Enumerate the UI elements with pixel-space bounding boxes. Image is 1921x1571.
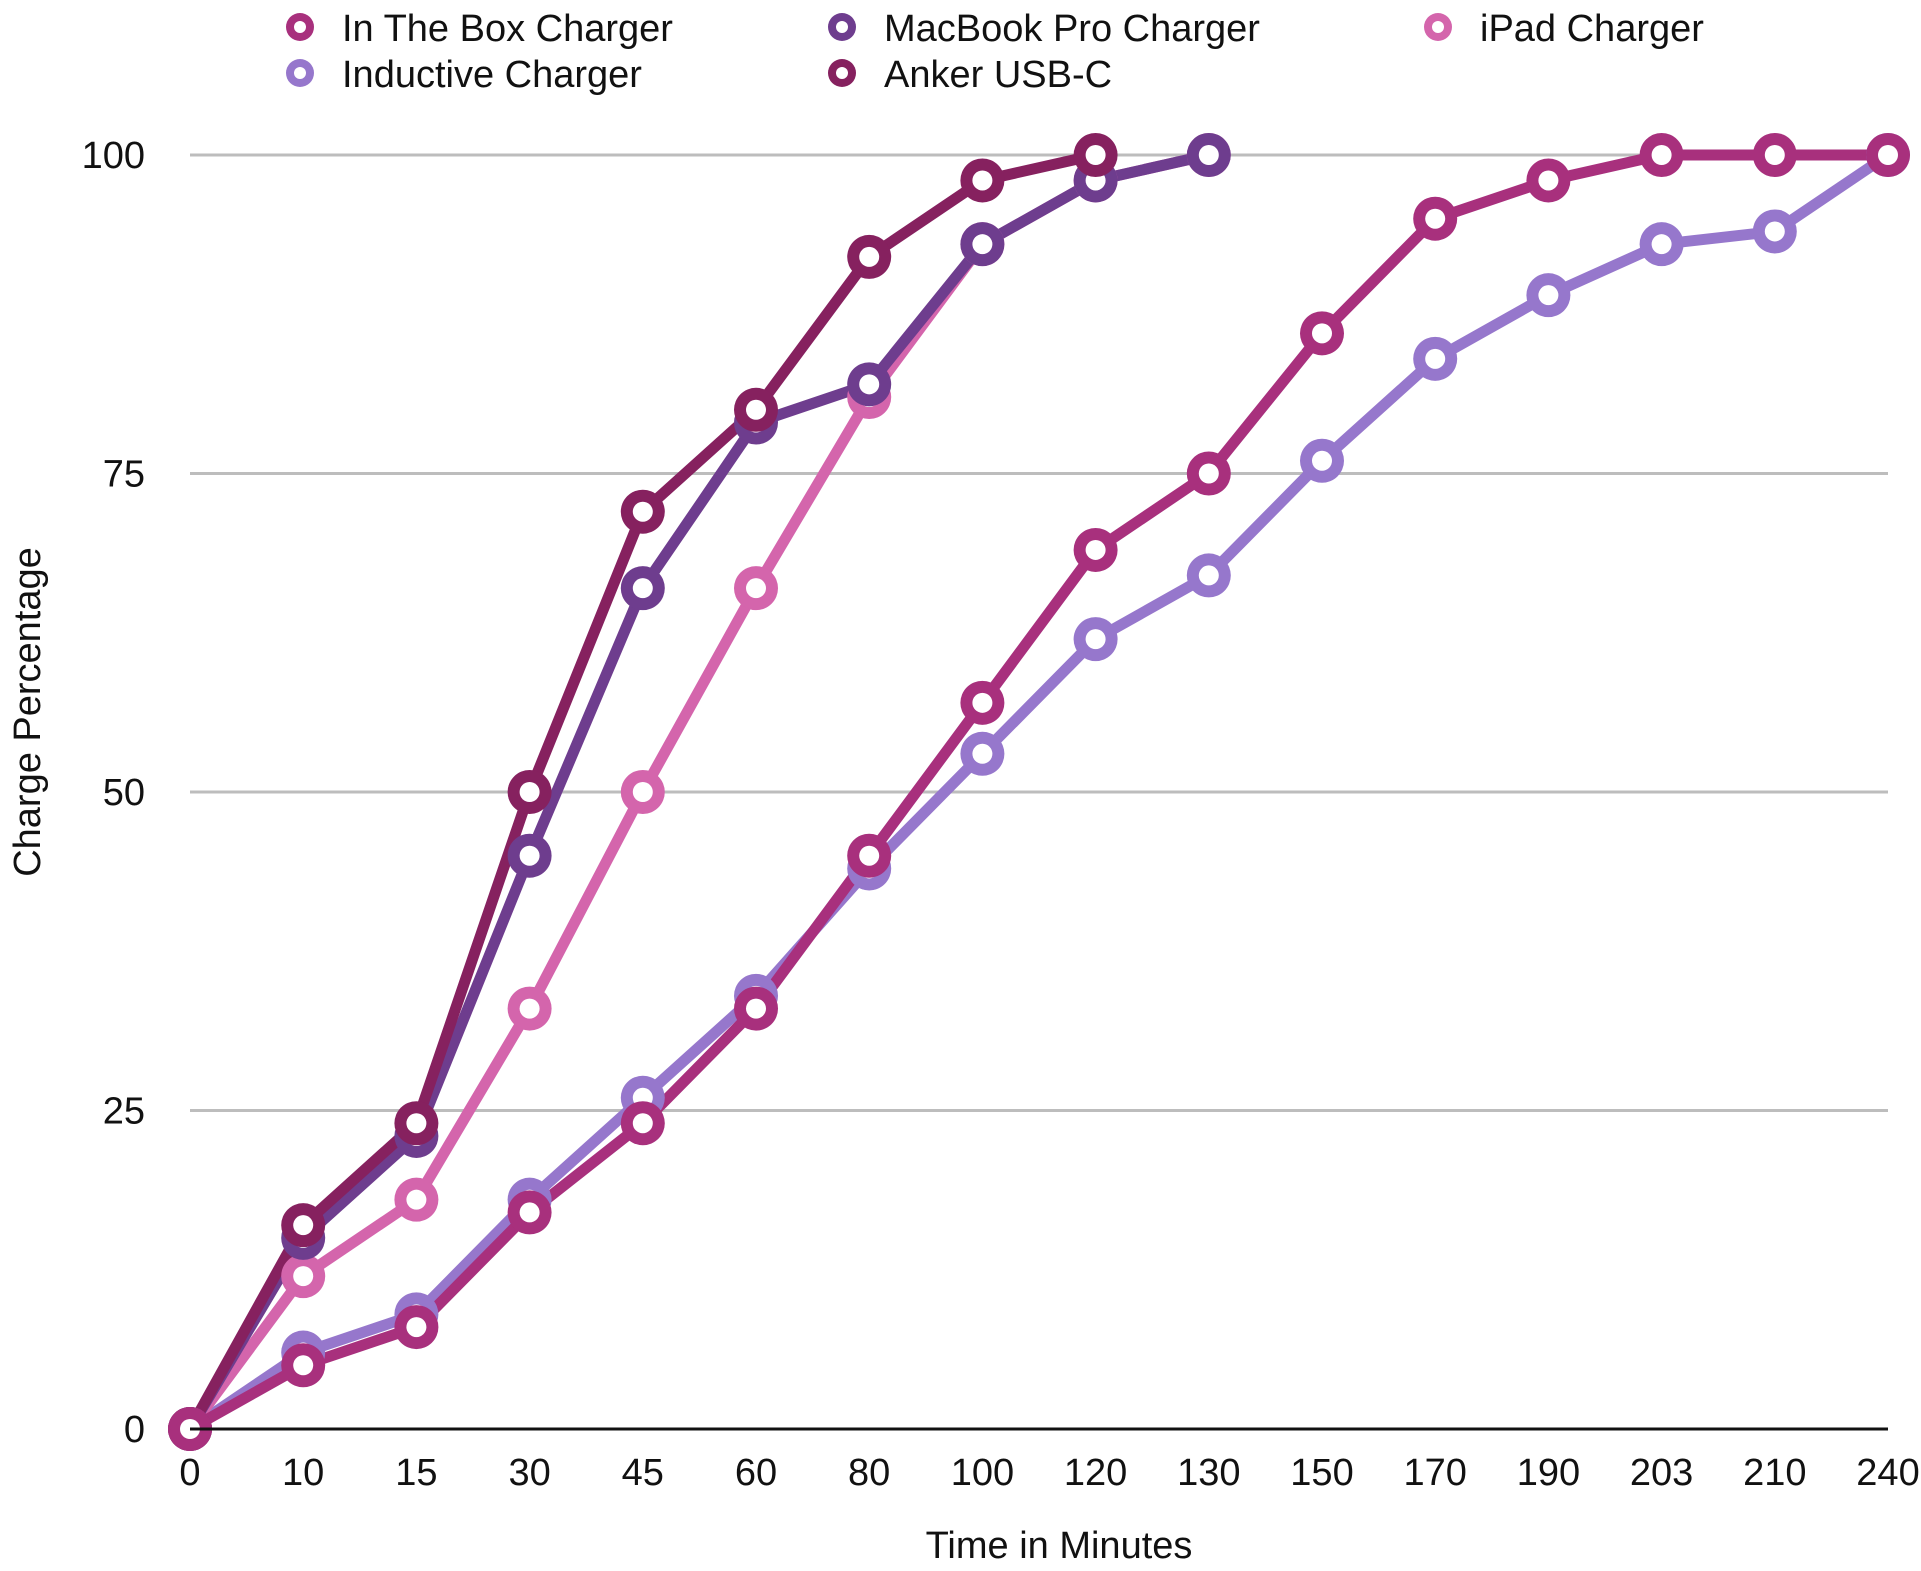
x-tick-label: 170: [1403, 1452, 1466, 1494]
data-point-center-anker-usb-c: [406, 1113, 427, 1134]
data-point-center-anker-usb-c: [1085, 145, 1106, 165]
data-point-center-ipad-charger: [632, 782, 653, 802]
data-point-center-macbook-pro-charger: [632, 578, 653, 599]
y-axis-title: Charge Percentage: [7, 547, 49, 877]
data-point-center-ipad-charger: [406, 1189, 427, 1210]
legend: In The Box Charger MacBook Pro Charger iPa…: [286, 8, 1704, 96]
x-tick-label: 203: [1630, 1452, 1693, 1494]
x-tick-label: 130: [1177, 1452, 1240, 1494]
data-point-center-anker-usb-c: [632, 501, 653, 522]
data-point-center-macbook-pro-charger: [972, 234, 993, 255]
data-point-center-in-the-box-charger: [746, 998, 766, 1019]
x-tick-label: 150: [1290, 1452, 1353, 1494]
x-axis-title: Time in Minutes: [926, 1525, 1193, 1566]
axes: 0 25 50 75 100 0 10 15 30 45 60 80 100 120 130 150 170 19…: [7, 135, 1920, 1567]
legend-label-macbook-pro-charger: MacBook Pro Charger: [884, 8, 1260, 50]
x-tick-label: 240: [1856, 1452, 1919, 1494]
data-point-center-inductive-charger: [1651, 234, 1672, 255]
x-tick-label: 0: [179, 1452, 200, 1494]
x-tick-label: 10: [282, 1452, 324, 1494]
data-point-center-in-the-box-charger: [972, 692, 993, 713]
data-point-center-inductive-charger: [1425, 348, 1446, 369]
x-tick-label: 100: [951, 1452, 1014, 1494]
data-point-center-inductive-charger: [1312, 450, 1332, 471]
data-point-center-in-the-box-charger: [1764, 145, 1785, 165]
data-point-center-inductive-charger: [1764, 221, 1785, 242]
data-point-center-inductive-charger: [1198, 565, 1219, 586]
x-tick-label: 80: [848, 1452, 890, 1494]
data-point-center-in-the-box-charger: [632, 1113, 653, 1134]
data-point-center-anker-usb-c: [859, 246, 880, 267]
data-point-center-in-the-box-charger: [1651, 145, 1672, 165]
series-lines: [184, 149, 1894, 1435]
data-point-center-ipad-charger: [519, 998, 540, 1019]
data-point-center-in-the-box-charger: [1538, 170, 1559, 191]
y-tick-label: 75: [103, 454, 145, 496]
data-point-center-anker-usb-c: [293, 1215, 314, 1236]
data-point-center-macbook-pro-charger: [519, 845, 540, 866]
data-point-center-in-the-box-charger: [519, 1202, 540, 1223]
data-point-center-ipad-charger: [293, 1266, 314, 1287]
data-point-center-in-the-box-charger: [1085, 539, 1106, 560]
data-point-center-anker-usb-c: [746, 399, 766, 420]
data-point-center-macbook-pro-charger: [1198, 145, 1219, 165]
legend-marker-center-in-the-box-charger: [294, 21, 306, 33]
legend-marker-center-macbook-pro-charger: [836, 21, 848, 33]
data-point-center-ipad-charger: [746, 578, 766, 599]
y-tick-label: 0: [124, 1409, 145, 1451]
x-tick-label: 15: [395, 1452, 437, 1494]
series-line-in-the-box-charger: [184, 149, 1894, 1435]
x-tick-label: 210: [1743, 1452, 1806, 1494]
y-tick-label: 25: [103, 1091, 145, 1133]
legend-marker-center-anker-usb-c: [836, 67, 848, 79]
legend-marker-center-inductive-charger: [294, 67, 306, 79]
x-tick-label: 190: [1517, 1452, 1580, 1494]
data-point-center-in-the-box-charger: [1878, 145, 1898, 165]
y-tick-label: 50: [103, 772, 145, 814]
data-point-center-inductive-charger: [1085, 629, 1106, 650]
data-point-center-in-the-box-charger: [859, 845, 880, 866]
legend-label-ipad-charger: iPad Charger: [1480, 8, 1704, 50]
data-point-center-in-the-box-charger: [1198, 463, 1219, 484]
data-point-center-macbook-pro-charger: [859, 374, 880, 395]
x-tick-label: 30: [508, 1452, 550, 1494]
data-point-center-in-the-box-charger: [1425, 208, 1446, 229]
legend-marker-center-ipad-charger: [1432, 21, 1444, 33]
data-point-center-in-the-box-charger: [293, 1355, 314, 1376]
data-point-center-inductive-charger: [972, 743, 993, 764]
legend-label-anker-usb-c: Anker USB-C: [884, 54, 1112, 96]
legend-label-inductive-charger: Inductive Charger: [342, 54, 642, 96]
series-markers: [168, 133, 1910, 1451]
data-point-center-in-the-box-charger: [406, 1317, 427, 1338]
data-point-center-inductive-charger: [1538, 285, 1559, 306]
legend-label-in-the-box-charger: In The Box Charger: [342, 8, 673, 50]
series-line-inductive-charger: [184, 149, 1894, 1435]
series-line-macbook-pro-charger: [184, 149, 1215, 1435]
data-point-center-anker-usb-c: [519, 782, 540, 802]
x-tick-label: 60: [735, 1452, 777, 1494]
y-tick-label: 100: [82, 135, 145, 177]
data-point-center-in-the-box-charger: [1312, 323, 1332, 344]
data-point-center-anker-usb-c: [972, 170, 993, 191]
x-tick-label: 120: [1064, 1452, 1127, 1494]
x-tick-label: 45: [622, 1452, 664, 1494]
grid-lines: [190, 153, 1888, 1112]
